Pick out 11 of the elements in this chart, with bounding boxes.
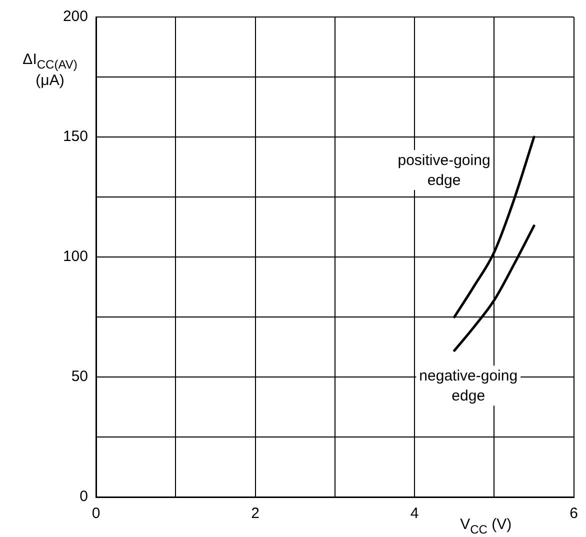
y-tick-label: 50 bbox=[71, 368, 88, 386]
x-tick-label: 4 bbox=[410, 505, 419, 522]
y-tick-label: 100 bbox=[62, 248, 88, 266]
text: negative-going edge bbox=[419, 368, 518, 405]
x-tick-label: 6 bbox=[570, 505, 578, 522]
y-tick-label: 200 bbox=[62, 8, 88, 26]
y-tick-label: 150 bbox=[62, 128, 88, 146]
x-tick-label: 2 bbox=[251, 505, 260, 522]
series-label: positive-going edge bbox=[398, 152, 490, 189]
x-tick-label: 0 bbox=[92, 505, 100, 522]
y-tick-label: 0 bbox=[80, 488, 88, 506]
